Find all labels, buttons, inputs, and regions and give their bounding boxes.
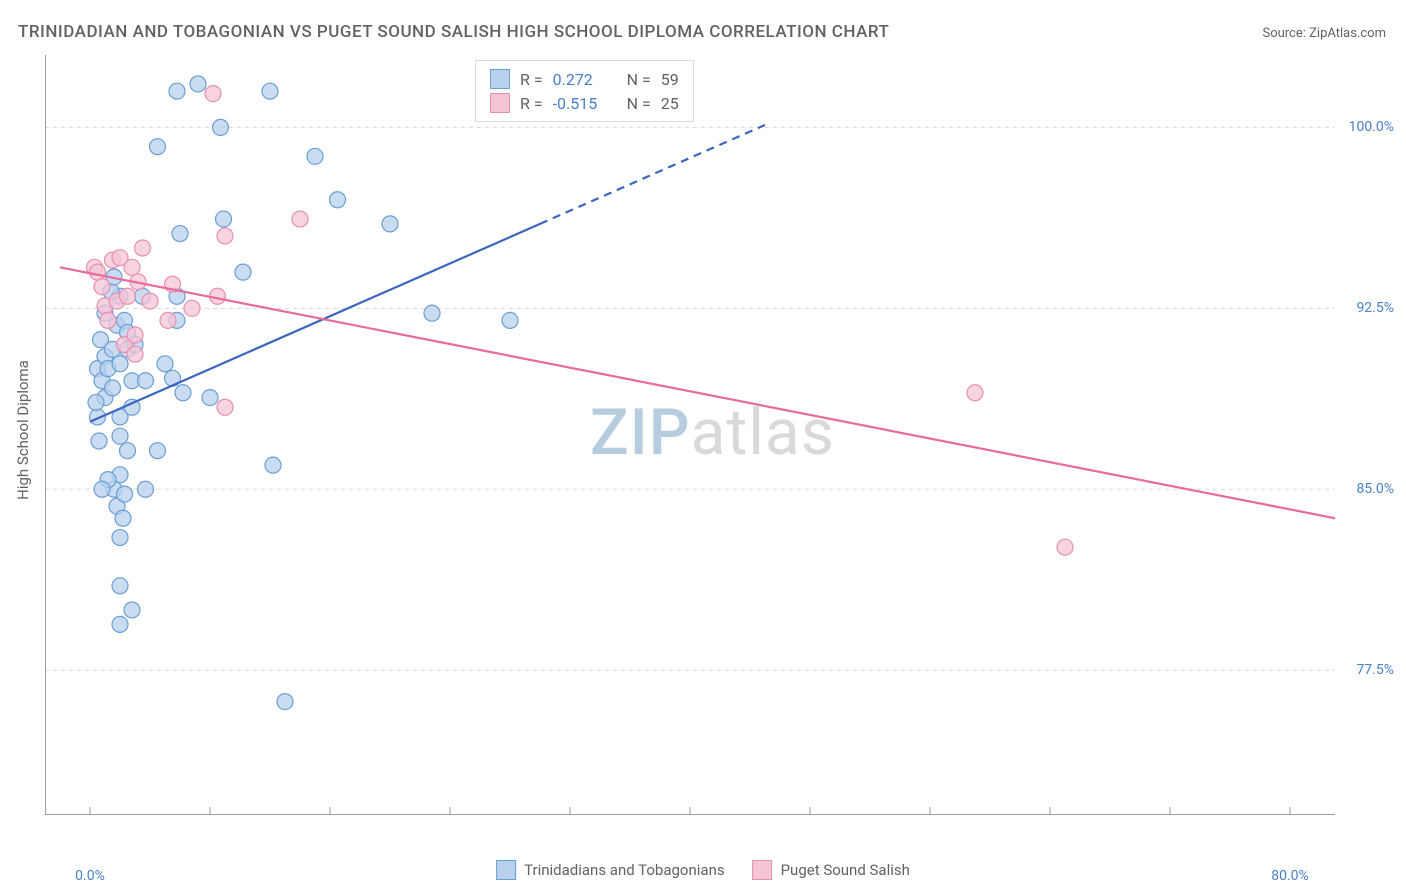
legend-bottom: Trinidadians and Tobagonians Puget Sound… — [496, 860, 910, 880]
stat-legend: R = 0.272 N = 59 R = -0.515 N = 25 — [475, 60, 694, 122]
r-label: R = — [520, 70, 543, 89]
r-value-2: -0.515 — [553, 94, 617, 113]
stat-legend-row-2: R = -0.515 N = 25 — [490, 91, 679, 115]
swatch-series1-icon — [490, 69, 510, 89]
swatch-series2-icon — [490, 93, 510, 113]
x-tick-label: 0.0% — [75, 868, 105, 884]
stat-legend-row-1: R = 0.272 N = 59 — [490, 67, 679, 91]
legend-label-2: Puget Sound Salish — [781, 861, 910, 879]
swatch-series2-icon — [753, 860, 773, 880]
r-value-1: 0.272 — [553, 70, 617, 89]
chart-container: TRINIDADIAN AND TOBAGONIAN VS PUGET SOUN… — [0, 0, 1406, 892]
r-label: R = — [520, 94, 543, 113]
chart-title: TRINIDADIAN AND TOBAGONIAN VS PUGET SOUN… — [18, 22, 889, 42]
swatch-series1-icon — [496, 860, 516, 880]
scatter-plot — [45, 55, 1335, 815]
y-axis-label: High School Diploma — [14, 360, 32, 500]
n-value-2: 25 — [661, 94, 679, 113]
y-tick-label: 92.5% — [1356, 300, 1394, 316]
legend-label-1: Trinidadians and Tobagonians — [524, 861, 724, 879]
legend-item-1: Trinidadians and Tobagonians — [496, 860, 724, 880]
legend-item-2: Puget Sound Salish — [753, 860, 910, 880]
y-tick-label: 100.0% — [1349, 119, 1394, 135]
y-tick-label: 77.5% — [1356, 662, 1394, 678]
source-label: Source: ZipAtlas.com — [1262, 26, 1386, 41]
x-tick-label: 80.0% — [1271, 868, 1309, 884]
y-tick-label: 85.0% — [1356, 481, 1394, 497]
n-label: N = — [627, 70, 651, 89]
n-value-1: 59 — [661, 70, 679, 89]
n-label: N = — [627, 94, 651, 113]
